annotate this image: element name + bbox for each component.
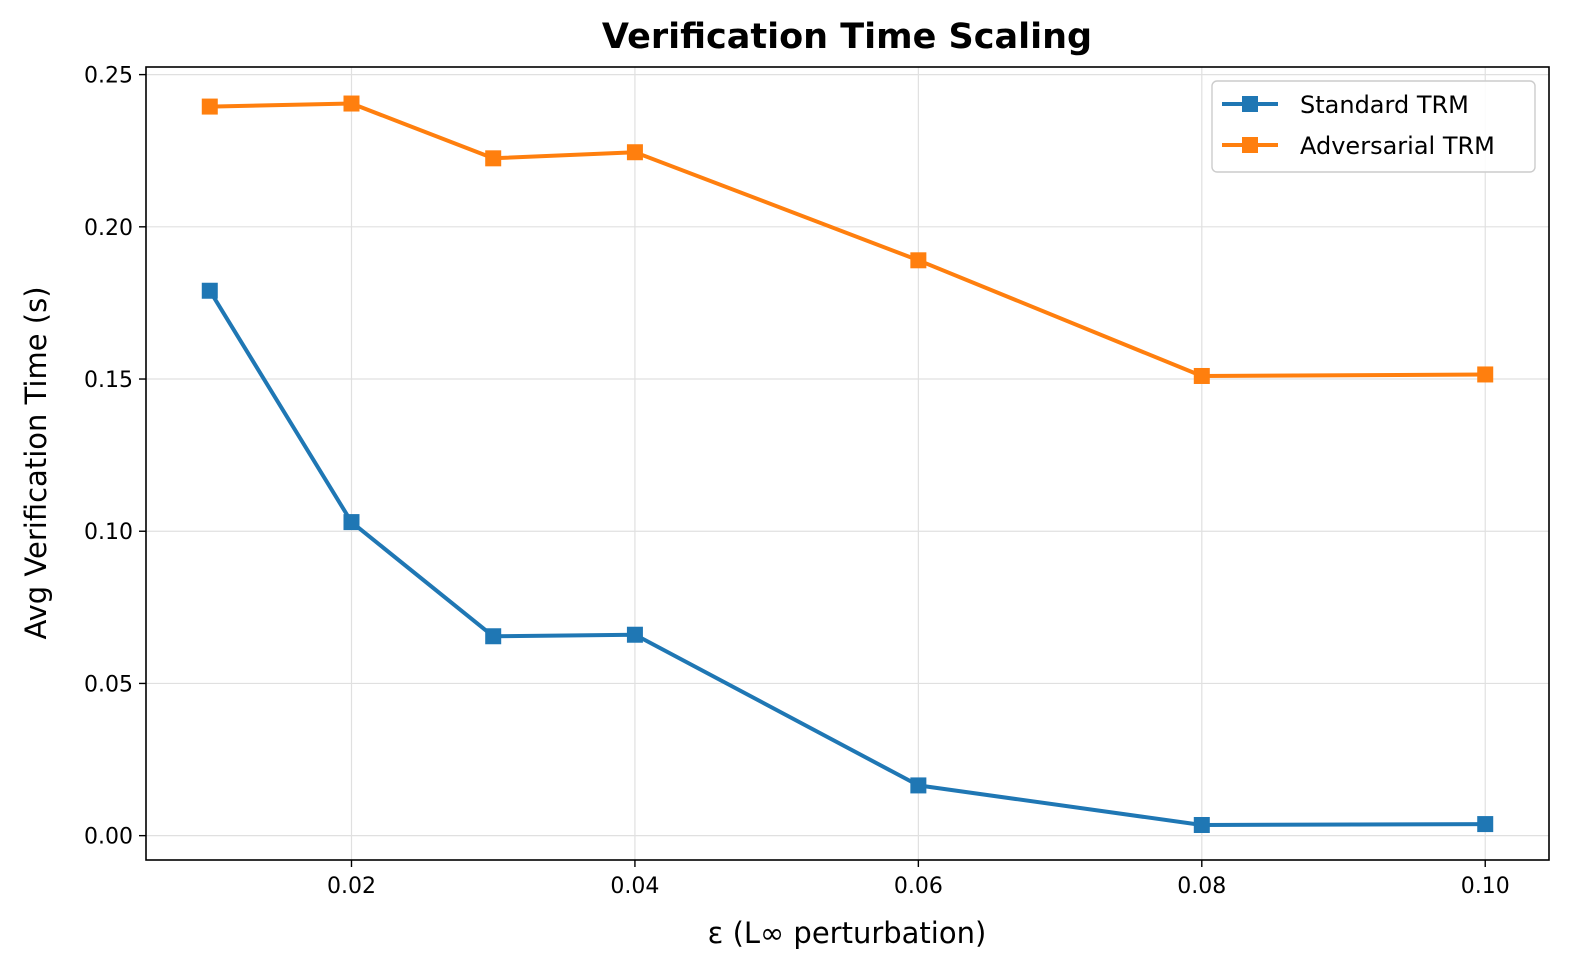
data-point-standard-trm bbox=[626, 626, 643, 643]
data-point-standard-trm bbox=[343, 514, 360, 531]
data-point-adversarial-trm bbox=[1193, 367, 1210, 384]
y-axis-label: Avg Verification Time (s) bbox=[19, 286, 53, 639]
y-tick-label: 0.20 bbox=[84, 216, 133, 241]
series-standard-trm bbox=[201, 282, 1494, 833]
y-tick-label: 0.25 bbox=[84, 64, 133, 89]
legend-label: Adversarial TRM bbox=[1300, 132, 1495, 160]
x-tick-label: 0.08 bbox=[1177, 874, 1226, 899]
x-axis-ticks: 0.02 0.04 0.06 0.08 0.10 bbox=[327, 860, 1510, 899]
data-point-standard-trm bbox=[1477, 816, 1494, 833]
y-tick-label: 0.00 bbox=[84, 825, 133, 850]
legend-item-standard-trm: Standard TRM bbox=[1222, 91, 1469, 119]
legend: Standard TRM Adversarial TRM bbox=[1211, 80, 1536, 173]
legend-label: Standard TRM bbox=[1300, 91, 1469, 119]
x-tick-label: 0.02 bbox=[327, 874, 376, 899]
data-point-standard-trm bbox=[1193, 816, 1210, 833]
data-point-standard-trm bbox=[485, 628, 502, 645]
x-axis-label: ε (L∞ perturbation) bbox=[708, 916, 987, 950]
chart-title: Verification Time Scaling bbox=[602, 17, 1092, 57]
series-group bbox=[201, 95, 1494, 833]
x-tick-label: 0.06 bbox=[894, 874, 943, 899]
data-point-standard-trm bbox=[910, 777, 927, 794]
data-point-adversarial-trm bbox=[626, 144, 643, 161]
data-point-adversarial-trm bbox=[485, 150, 502, 167]
legend-swatch-marker bbox=[1242, 137, 1258, 153]
x-tick-label: 0.10 bbox=[1461, 874, 1510, 899]
data-point-standard-trm bbox=[201, 282, 218, 299]
y-tick-label: 0.05 bbox=[84, 672, 133, 697]
plot-frame bbox=[145, 66, 1550, 861]
x-tick-label: 0.04 bbox=[610, 874, 659, 899]
data-point-adversarial-trm bbox=[201, 98, 218, 115]
y-tick-label: 0.15 bbox=[84, 368, 133, 393]
data-point-adversarial-trm bbox=[910, 252, 927, 269]
legend-swatch-marker bbox=[1242, 96, 1258, 112]
y-tick-label: 0.10 bbox=[84, 520, 133, 545]
legend-box bbox=[1211, 80, 1536, 173]
data-point-adversarial-trm bbox=[343, 95, 360, 112]
series-adversarial-trm bbox=[201, 95, 1494, 384]
y-axis-ticks: 0.00 0.05 0.10 0.15 0.20 0.25 bbox=[84, 64, 146, 850]
legend-item-adversarial-trm: Adversarial TRM bbox=[1222, 132, 1495, 160]
data-point-adversarial-trm bbox=[1477, 366, 1494, 383]
grid bbox=[146, 67, 1549, 860]
